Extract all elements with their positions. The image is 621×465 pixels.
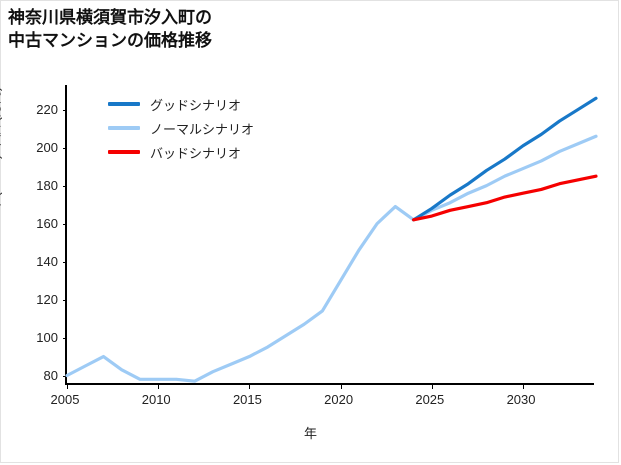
y-tick-mark	[63, 261, 67, 263]
series-line-ノーマルシナリオ	[65, 134, 598, 383]
y-tick-label: 200	[36, 139, 58, 155]
y-tick-mark	[63, 299, 67, 301]
x-tick-mark	[67, 385, 68, 389]
y-tick-mark	[63, 185, 67, 187]
x-tick-mark	[431, 385, 433, 389]
legend-label: ノーマルシナリオ	[150, 121, 255, 137]
y-tick-mark	[63, 109, 67, 111]
y-tick-mark	[63, 375, 67, 377]
y-tick-label: 160	[36, 215, 58, 231]
y-tick-label: 180	[36, 177, 58, 193]
page-title: 神奈川県横須賀市汐入町の 中古マンションの価格推移	[8, 8, 212, 51]
legend-swatch-icon	[108, 102, 140, 106]
chart-legend: グッドシナリオ ノーマルシナリオ バッドシナリオ	[108, 92, 254, 164]
y-tick-label: 140	[36, 253, 58, 269]
y-axis-label: 坪 (3.3m²) 単価 (万円)	[0, 86, 3, 213]
chart-plot-area	[63, 85, 598, 389]
x-tick-label: 2010	[141, 392, 171, 407]
x-tick-label: 2015	[232, 392, 262, 407]
y-tick-label: 100	[36, 329, 58, 345]
legend-item[interactable]: グッドシナリオ	[108, 92, 254, 116]
x-tick-label: 2030	[506, 392, 536, 407]
x-tick-label: 2020	[324, 392, 354, 407]
x-axis-label: 年	[303, 426, 317, 441]
x-tick-mark	[523, 385, 525, 389]
y-tick-mark	[63, 147, 67, 149]
legend-item[interactable]: バッドシナリオ	[108, 140, 254, 164]
y-tick-label: 220	[36, 101, 58, 117]
y-tick-mark	[63, 223, 67, 225]
series-line-グッドシナリオ	[411, 96, 598, 222]
x-tick-label: 2005	[50, 392, 80, 407]
y-tick-mark	[63, 337, 67, 339]
legend-item[interactable]: ノーマルシナリオ	[108, 116, 254, 140]
x-tick-mark	[340, 385, 342, 389]
y-tick-label: 120	[36, 291, 58, 307]
y-tick-label: 80	[43, 367, 58, 383]
chart-series-lines	[65, 96, 598, 383]
legend-swatch-icon	[108, 150, 140, 154]
legend-swatch-icon	[108, 126, 140, 130]
x-tick-label: 2025	[415, 392, 445, 407]
legend-label: グッドシナリオ	[150, 97, 242, 113]
legend-label: バッドシナリオ	[150, 145, 242, 161]
x-tick-mark	[158, 385, 160, 389]
series-line-バッドシナリオ	[411, 174, 598, 222]
x-tick-mark	[249, 385, 251, 389]
